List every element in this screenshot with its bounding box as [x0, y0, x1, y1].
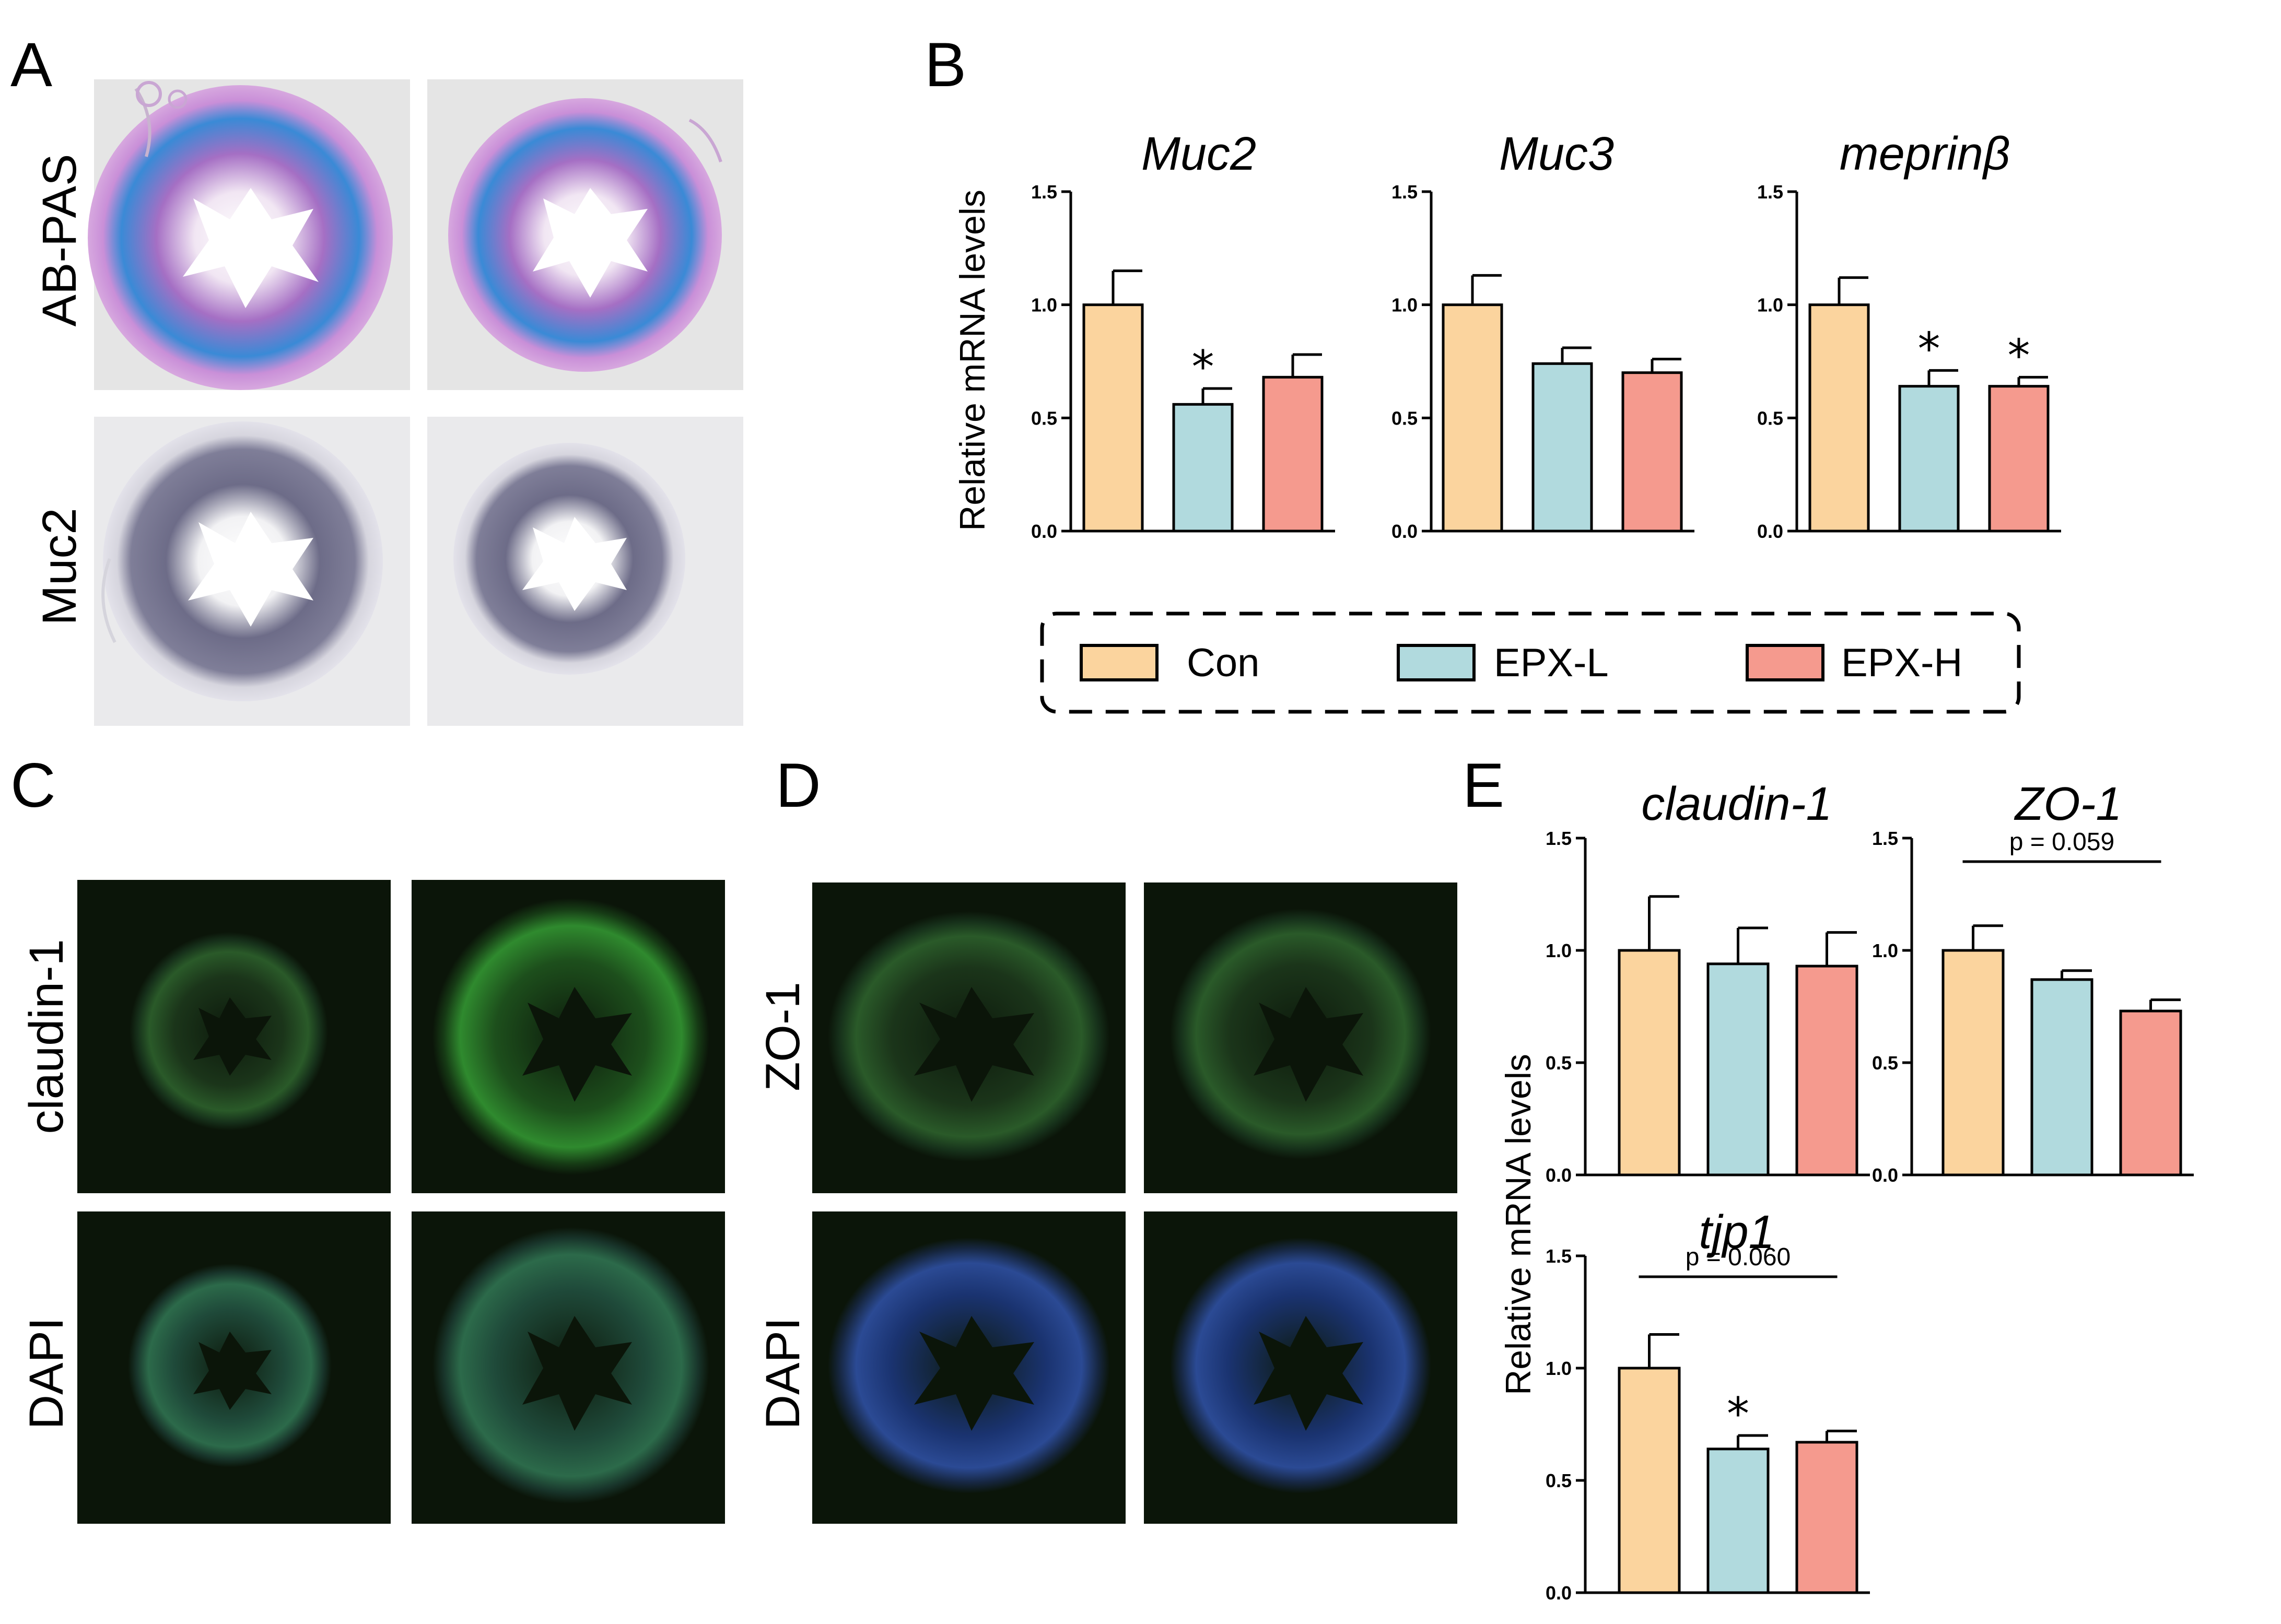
meprinb-tick-0-5-label: 0.5 [1757, 407, 1783, 429]
muc2-tick-0-5-label: 0.5 [1031, 407, 1057, 429]
legend-label-epxh: EPX-H [1841, 641, 1962, 685]
muc3-tick-0-0-label: 0.0 [1391, 521, 1418, 542]
zo1-tick-1-0-label: 1.0 [1872, 940, 1898, 961]
chart-muc2: Muc2 0.0 0.5 1.0 1.5 * [1031, 128, 1335, 542]
tjp1-comparison-pvalue: p = 0.060 [1686, 1243, 1791, 1271]
muc3-tick-1-5-label: 1.5 [1391, 181, 1418, 203]
claudin1-bar-2 [1795, 964, 1858, 1176]
zo1-tick-1-5-label: 1.5 [1872, 828, 1898, 849]
legend-swatch-epxh [1746, 644, 1824, 681]
dapi-if-micrograph-c1 [77, 1211, 391, 1524]
legend-label-con: Con [1187, 641, 1259, 685]
muc2-ihc-micrograph-1 [94, 417, 410, 726]
muc3-bar-1 [1531, 362, 1593, 533]
y-axis-label-e: Relative mRNA levels [1499, 1054, 1538, 1395]
legend-label-epxl: EPX-L [1494, 641, 1609, 685]
row-label-claudin1: claudin-1 [20, 939, 73, 1134]
claudin1-tick-1-5-label: 1.5 [1546, 828, 1572, 849]
meprinb-bar-1-significance: * [1918, 323, 1940, 375]
abpas-micrograph-1 [88, 79, 410, 390]
muc2-title: Muc2 [1141, 128, 1256, 180]
tjp1-tick-1-5-label: 1.5 [1546, 1245, 1572, 1267]
claudin1-if-micrograph-1 [77, 880, 391, 1193]
y-axis-label-b: Relative mRNA levels [953, 190, 992, 531]
abpas-micrograph-2 [427, 79, 743, 390]
tjp1-tick-0-0-label: 0.0 [1546, 1582, 1572, 1604]
claudin1-tick-0-5-label: 0.5 [1546, 1052, 1572, 1074]
row-label-zo1: ZO-1 [756, 982, 810, 1091]
meprinb-bar-2 [1988, 385, 2050, 533]
claudin1-title: claudin-1 [1641, 778, 1832, 830]
tjp1-bar-1-significance: * [1727, 1388, 1749, 1440]
zo1-bar-0 [1941, 949, 2005, 1176]
panel-letter-c: C [10, 750, 56, 820]
chart-tjp1: tjp1 0.0 0.5 1.0 1.5 * p = 0.060 [1546, 1206, 1870, 1604]
legend: Con EPX-L EPX-H [1040, 611, 2021, 714]
tjp1-title: tjp1 [1699, 1206, 1774, 1258]
muc2-bar-1-significance: * [1192, 341, 1214, 393]
tjp1-bar-0 [1618, 1367, 1681, 1594]
legend-item-epxl: EPX-L [1397, 641, 1609, 685]
muc2-bar-1 [1172, 403, 1234, 533]
tjp1-bar-2 [1795, 1441, 1858, 1594]
zo1-bar-2 [2119, 1009, 2182, 1176]
claudin1-if-micrograph-2 [412, 880, 725, 1193]
panel-letter-a: A [10, 30, 52, 100]
chart-claudin1: claudin-1 0.0 0.5 1.0 1.5 [1546, 778, 1870, 1186]
zo1-tick-0-0-label: 0.0 [1872, 1164, 1898, 1186]
muc2-tick-0-0-label: 0.0 [1031, 521, 1057, 542]
chart-zo1: ZO-1 0.0 0.5 1.0 1.5 p = 0.059 [1872, 778, 2194, 1186]
meprinb-title: meprinβ [1840, 128, 2010, 180]
legend-item-epxh: EPX-H [1746, 641, 1962, 685]
chart-meprinb: meprinβ 0.0 0.5 1.0 1.5 * * [1757, 128, 2061, 542]
meprinb-bar-0 [1808, 303, 1870, 533]
dapi-if-micrograph-d2 [1144, 1211, 1457, 1524]
tjp1-bar-1 [1706, 1448, 1770, 1594]
muc3-tick-1-0-label: 1.0 [1391, 295, 1418, 316]
muc2-ihc-micrograph-2 [427, 417, 743, 726]
chart-muc3: Muc3 0.0 0.5 1.0 1.5 [1391, 128, 1694, 542]
claudin1-bar-0 [1618, 949, 1681, 1176]
meprinb-tick-1-5-label: 1.5 [1757, 181, 1783, 203]
panel-letter-b: B [925, 30, 966, 100]
zo1-comparison-pvalue: p = 0.059 [2009, 828, 2115, 856]
muc2-bar-0 [1082, 303, 1144, 533]
panel-letter-d: D [776, 750, 821, 820]
legend-swatch-epxl [1397, 644, 1476, 681]
panel-letter-e: E [1463, 750, 1504, 820]
tjp1-tick-1-0-label: 1.0 [1546, 1358, 1572, 1379]
row-label-dapi-d: DAPI [756, 1317, 810, 1430]
row-label-dapi-c: DAPI [20, 1317, 73, 1430]
zo1-title: ZO-1 [2014, 778, 2122, 830]
zo1-if-micrograph-2 [1144, 882, 1457, 1193]
dapi-if-micrograph-c2 [412, 1211, 725, 1524]
dapi-if-micrograph-d1 [812, 1211, 1126, 1524]
row-label-abpas: AB-PAS [33, 154, 86, 327]
meprinb-bar-1 [1898, 385, 1960, 533]
muc3-tick-0-5-label: 0.5 [1391, 407, 1418, 429]
muc2-bar-2 [1262, 375, 1324, 533]
legend-swatch-con [1080, 644, 1159, 681]
zo1-bar-1 [2030, 978, 2093, 1176]
meprinb-tick-0-0-label: 0.0 [1757, 521, 1783, 542]
muc3-bar-0 [1442, 303, 1503, 533]
muc3-bar-2 [1621, 371, 1683, 533]
muc2-tick-1-0-label: 1.0 [1031, 295, 1057, 316]
row-label-muc2: Muc2 [33, 508, 86, 626]
zo1-if-micrograph-1 [812, 882, 1126, 1193]
claudin1-tick-0-0-label: 0.0 [1546, 1164, 1572, 1186]
legend-item-con: Con [1080, 641, 1259, 685]
zo1-tick-0-5-label: 0.5 [1872, 1052, 1898, 1074]
claudin1-bar-1 [1706, 962, 1770, 1176]
muc3-title: Muc3 [1499, 128, 1614, 180]
muc2-tick-1-5-label: 1.5 [1031, 181, 1057, 203]
claudin1-tick-1-0-label: 1.0 [1546, 940, 1572, 961]
tjp1-tick-0-5-label: 0.5 [1546, 1470, 1572, 1491]
meprinb-tick-1-0-label: 1.0 [1757, 295, 1783, 316]
meprinb-bar-2-significance: * [2008, 329, 2030, 382]
